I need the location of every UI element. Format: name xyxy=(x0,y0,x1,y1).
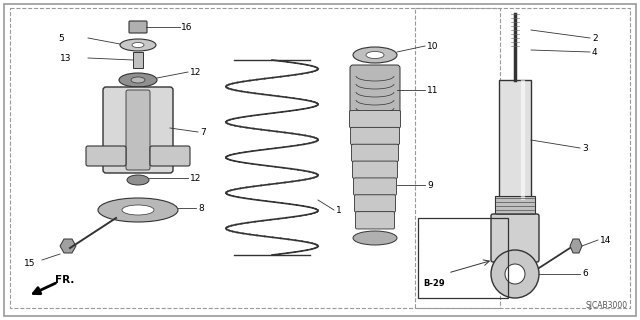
Ellipse shape xyxy=(122,205,154,215)
FancyBboxPatch shape xyxy=(351,144,399,162)
Ellipse shape xyxy=(132,43,144,47)
Polygon shape xyxy=(570,239,582,253)
FancyBboxPatch shape xyxy=(355,212,394,229)
Text: 6: 6 xyxy=(582,269,588,278)
Text: 10: 10 xyxy=(427,42,438,51)
Text: B-29: B-29 xyxy=(423,279,445,288)
Text: FR.: FR. xyxy=(55,275,74,285)
Polygon shape xyxy=(60,239,76,253)
FancyBboxPatch shape xyxy=(133,52,143,68)
FancyBboxPatch shape xyxy=(129,21,147,33)
FancyBboxPatch shape xyxy=(103,87,173,173)
FancyBboxPatch shape xyxy=(350,65,400,115)
Bar xyxy=(10,8,500,308)
Ellipse shape xyxy=(119,73,157,87)
FancyBboxPatch shape xyxy=(491,214,539,262)
Text: 15: 15 xyxy=(24,259,35,268)
FancyBboxPatch shape xyxy=(499,80,531,200)
FancyBboxPatch shape xyxy=(353,161,397,179)
Text: 8: 8 xyxy=(198,204,204,212)
Text: 7: 7 xyxy=(200,127,205,137)
FancyBboxPatch shape xyxy=(495,196,535,216)
Text: 14: 14 xyxy=(600,236,611,244)
Bar xyxy=(418,218,508,298)
FancyBboxPatch shape xyxy=(86,146,126,166)
Circle shape xyxy=(491,250,539,298)
Ellipse shape xyxy=(127,175,149,185)
Text: 12: 12 xyxy=(190,68,202,76)
Ellipse shape xyxy=(98,198,178,222)
Ellipse shape xyxy=(131,77,145,83)
Text: 9: 9 xyxy=(427,180,433,189)
Text: 1: 1 xyxy=(336,205,342,214)
Text: 11: 11 xyxy=(427,85,438,94)
FancyBboxPatch shape xyxy=(126,90,150,170)
Ellipse shape xyxy=(366,52,384,59)
FancyBboxPatch shape xyxy=(351,127,399,145)
Text: 16: 16 xyxy=(181,22,193,31)
Circle shape xyxy=(505,264,525,284)
Text: 3: 3 xyxy=(582,143,588,153)
Text: 4: 4 xyxy=(592,47,598,57)
Text: 2: 2 xyxy=(592,34,598,43)
FancyBboxPatch shape xyxy=(349,110,401,128)
Ellipse shape xyxy=(353,47,397,63)
Text: SJCAB3000: SJCAB3000 xyxy=(586,301,628,310)
FancyBboxPatch shape xyxy=(150,146,190,166)
Text: 5: 5 xyxy=(58,34,64,43)
Bar xyxy=(415,8,630,308)
Ellipse shape xyxy=(120,39,156,51)
FancyBboxPatch shape xyxy=(353,178,397,195)
FancyBboxPatch shape xyxy=(355,195,396,212)
Text: 12: 12 xyxy=(190,173,202,182)
Text: 13: 13 xyxy=(60,53,72,62)
Ellipse shape xyxy=(353,231,397,245)
